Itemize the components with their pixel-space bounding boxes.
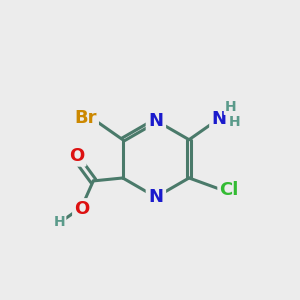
Text: H: H [229,115,241,129]
Text: O: O [70,147,85,165]
Text: N: N [148,188,164,206]
Text: H: H [54,215,65,229]
Text: O: O [74,200,89,218]
Text: N: N [148,112,164,130]
Text: N: N [211,110,226,128]
Text: H: H [224,100,236,114]
Text: Cl: Cl [219,181,239,199]
Text: Br: Br [75,109,97,127]
